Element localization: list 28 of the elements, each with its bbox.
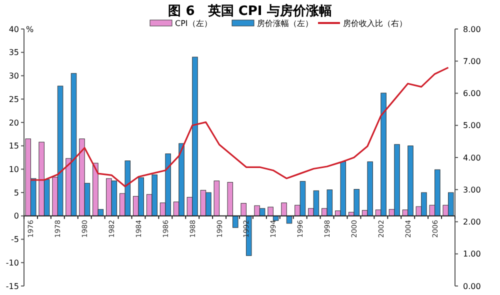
y2-tick-label: 5.00 [463,121,481,130]
y2-tick-label: 6.00 [463,89,481,98]
bar [214,180,220,216]
y-tick-label: 10 [8,164,19,174]
chart-title: 图 6 英国 CPI 与房价涨幅 [168,3,332,19]
y-axis-title: % [26,25,34,34]
y2-tick-label: 0.00 [463,282,481,291]
y2-tick-label: 4.00 [463,153,481,162]
y-tick-label: 0 [14,212,19,221]
legend-label: 房价涨幅（左） [257,19,313,28]
y2-tick-label: 7.00 [463,56,481,66]
y2-tick-label: 1.00 [463,250,481,259]
y-tick-label: -15 [6,282,19,291]
line-series [30,66,450,188]
legend-label: 房价收入比（右） [343,19,407,28]
y-tick-label: 35 [8,48,19,58]
y-tick-label: 15 [8,142,19,151]
y2-tick-label: 3.00 [463,185,481,194]
y-tick-label: 30 [8,72,19,81]
y-tick-label: 20 [8,118,19,128]
y-tick-label: -5 [11,235,19,244]
y-tick-label: -10 [6,258,19,268]
y-tick-label: 25 [8,94,19,104]
legend-label: CPI（左） [175,19,212,28]
y2-tick-label: 8.00 [463,24,481,34]
y2-tick-label: 2.00 [463,218,481,227]
y-tick-label: 5 [14,188,19,198]
y-tick-label: 40 [8,24,19,34]
